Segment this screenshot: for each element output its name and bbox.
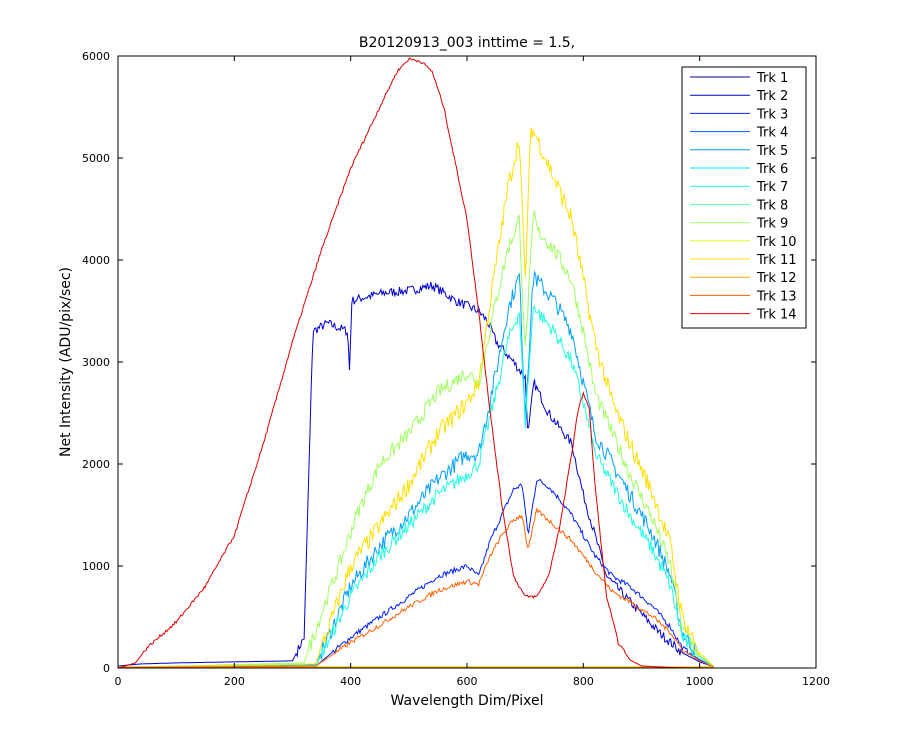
x-tick-label: 0 [115, 675, 122, 688]
legend-label: Trk 6 [756, 162, 788, 177]
legend-label: Trk 1 [756, 71, 788, 86]
series-line-trk-11 [118, 127, 714, 668]
legend-label: Trk 4 [756, 126, 788, 141]
chart-title: B20120913_003 inttime = 1.5, [359, 35, 575, 51]
y-tick-label: 2000 [82, 458, 110, 471]
legend-label: Trk 13 [756, 289, 797, 304]
ticks-layer: 0 200 400 600 800 1000 1200 0 1000 2000 3000 4000 50… [82, 50, 830, 688]
legend-label: Trk 14 [756, 308, 797, 323]
x-axis-title: Wavelength Dim/Pixel [391, 693, 544, 709]
x-tick-label: 800 [573, 675, 594, 688]
y-tick-label: 6000 [82, 50, 110, 63]
legend-label: Trk 8 [756, 198, 788, 213]
x-tick-label: 1200 [802, 675, 830, 688]
y-tick-label: 5000 [82, 152, 110, 165]
y-tick-label: 0 [103, 662, 110, 675]
series-layer [117, 57, 714, 669]
x-tick-label: 1000 [686, 675, 714, 688]
legend-label: Trk 11 [756, 253, 797, 268]
legend-label: Trk 9 [756, 217, 788, 232]
legend-label: Trk 12 [756, 271, 797, 286]
x-tick-label: 600 [457, 675, 478, 688]
x-tick-label: 200 [224, 675, 245, 688]
x-tick-label: 400 [340, 675, 361, 688]
legend: Trk 1 Trk 2 Trk 3 Trk 4 Trk 5 Trk 6 Trk 7 Trk 8… [681, 66, 807, 329]
legend-label: Trk 3 [756, 107, 788, 122]
y-tick-label: 1000 [82, 560, 110, 573]
y-axis-title: Net Intensity (ADU/pix/sec) [58, 267, 74, 457]
series-line-trk-9 [118, 210, 714, 668]
legend-label: Trk 5 [756, 144, 788, 159]
legend-label: Trk 2 [756, 89, 788, 104]
series-line-trk-14 [117, 57, 714, 669]
legend-label: Trk 10 [756, 235, 797, 250]
legend-label: Trk 7 [756, 180, 788, 195]
y-tick-label: 3000 [82, 356, 110, 369]
series-line-trk-2 [117, 281, 714, 668]
legend-box [681, 66, 807, 329]
y-tick-label: 4000 [82, 254, 110, 267]
series-line-trk-13 [118, 507, 714, 668]
